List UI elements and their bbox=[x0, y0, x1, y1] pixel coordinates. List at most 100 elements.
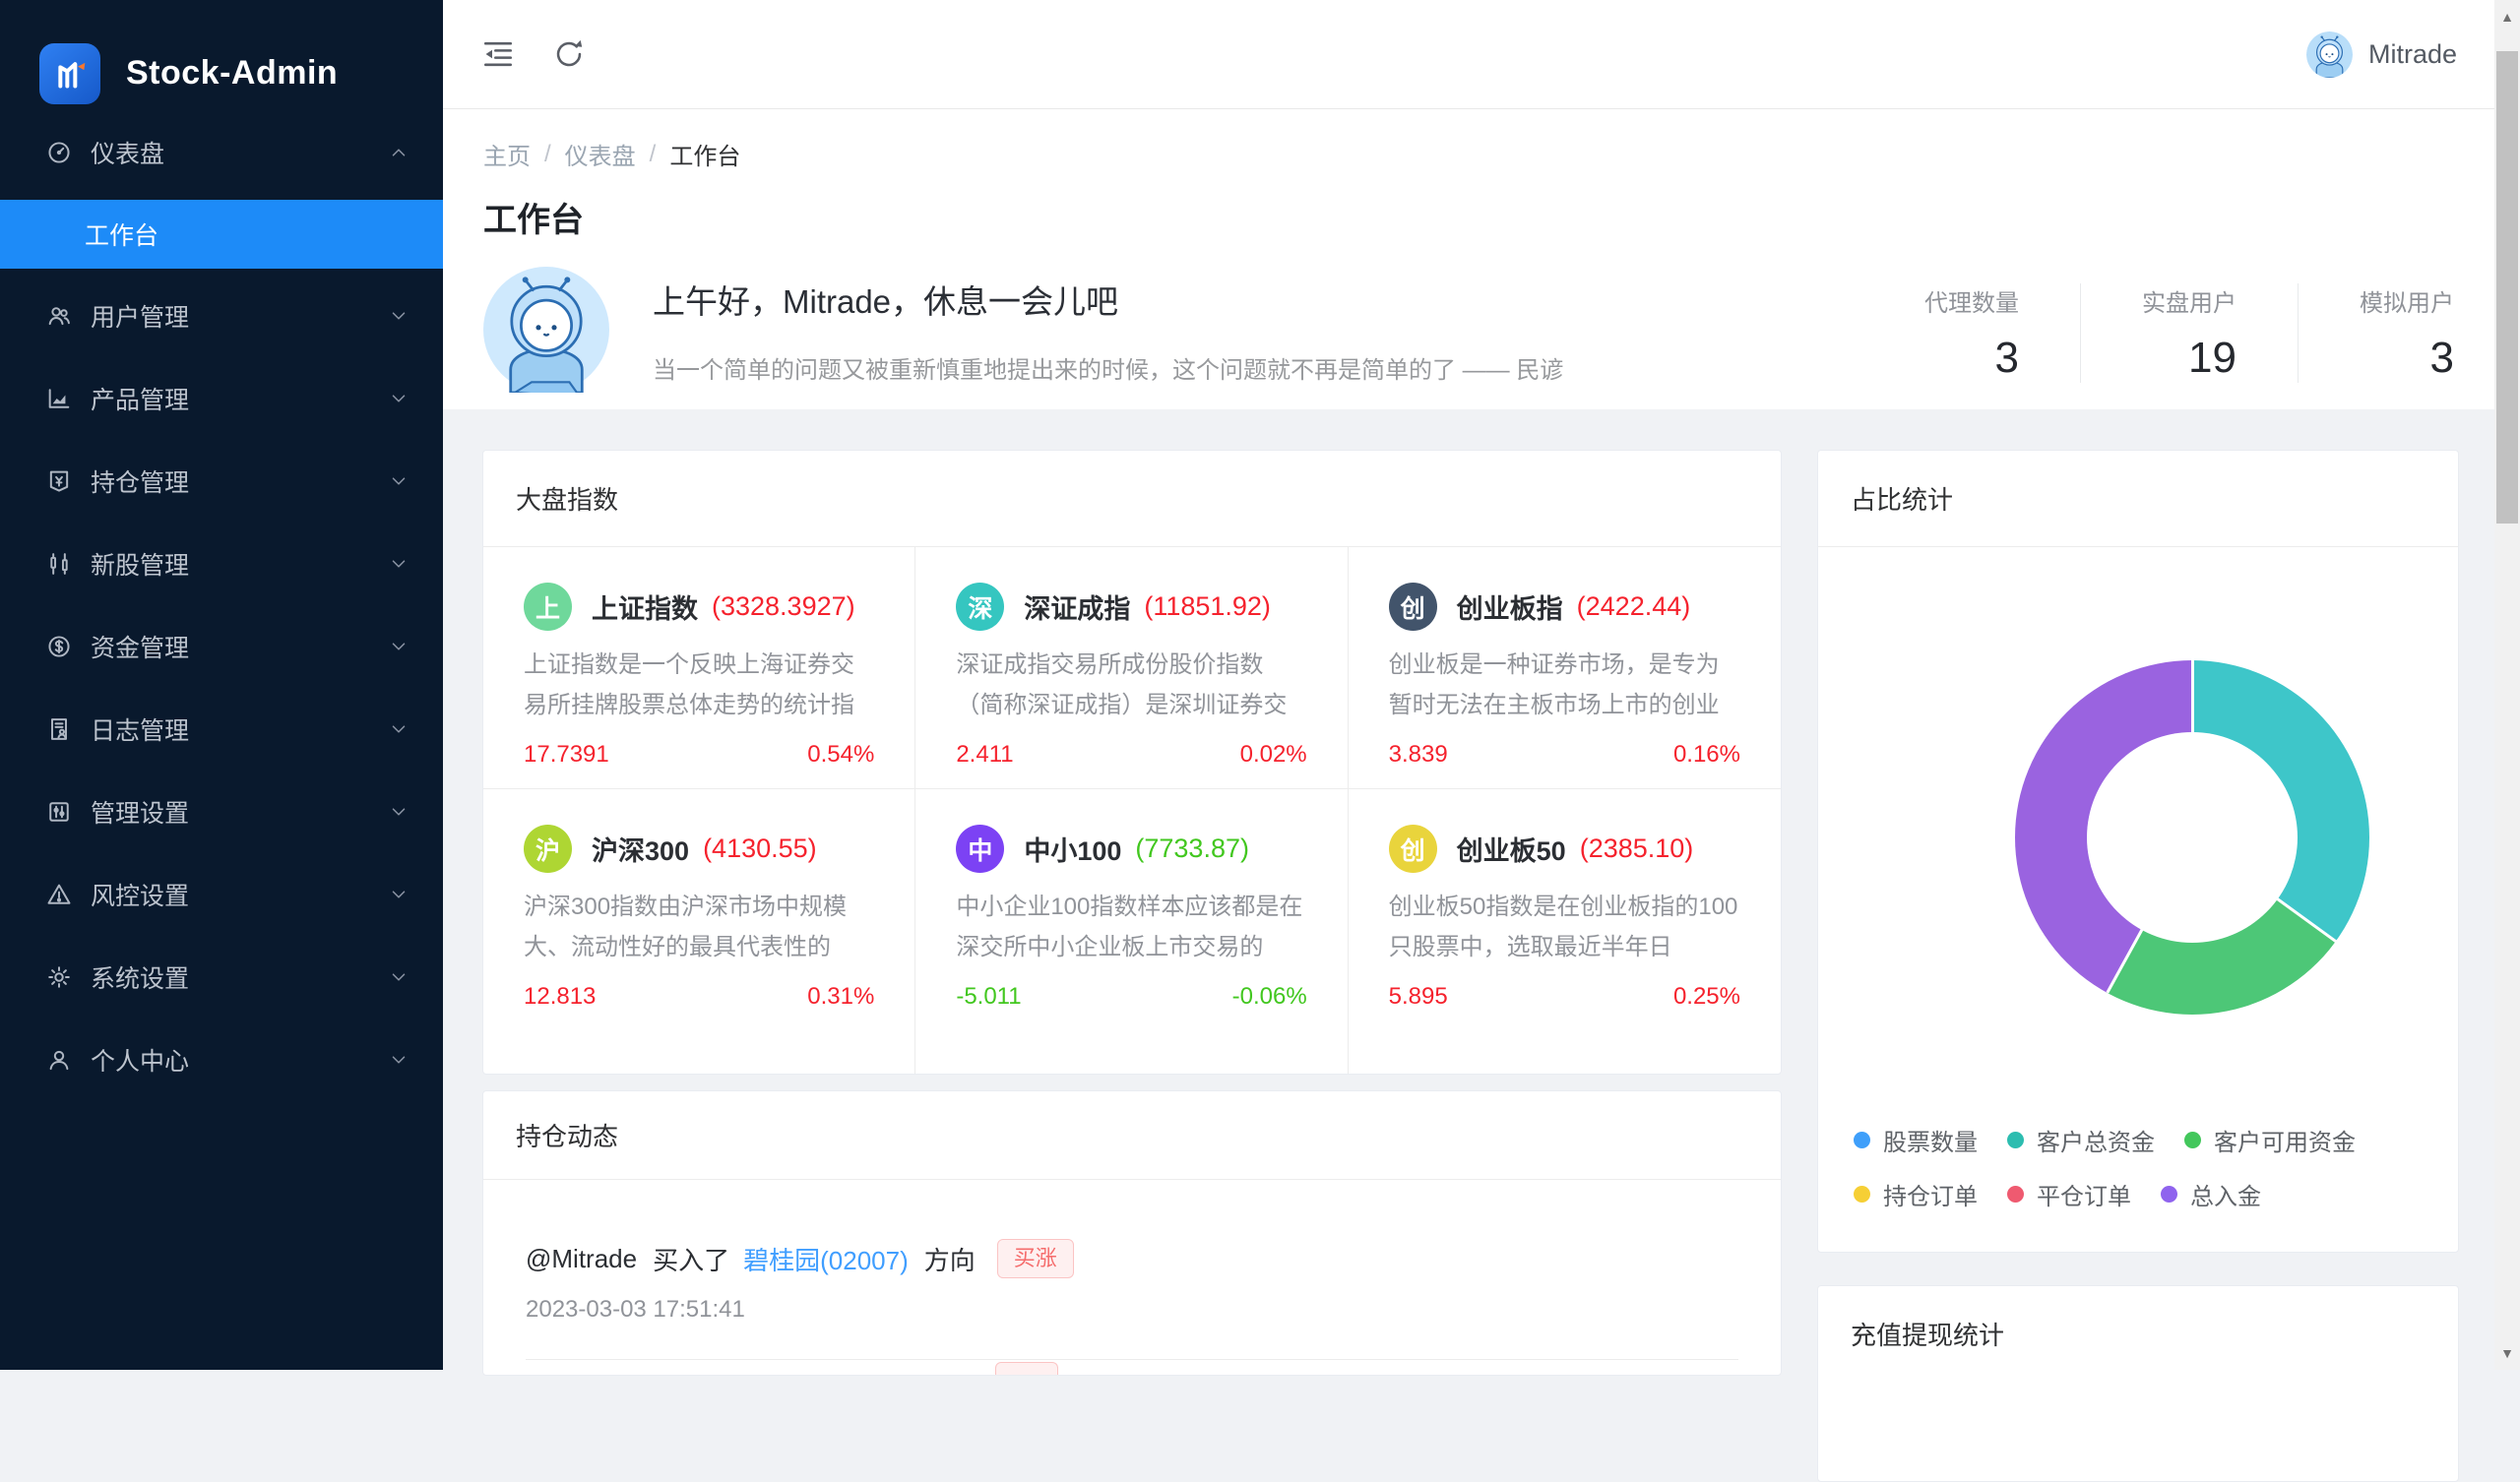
content-area: 大盘指数 上 上证指数 (3328.3927) 上证指数是一个反映上海证券交易所… bbox=[443, 409, 2494, 1482]
index-change: -5.011 bbox=[956, 983, 1021, 1011]
users-icon bbox=[45, 302, 73, 330]
legend-label: 客户总资金 bbox=[2037, 1123, 2155, 1157]
stat-value: 19 bbox=[2142, 334, 2236, 383]
stat-label: 代理数量 bbox=[1924, 283, 2019, 318]
donut-ring[interactable] bbox=[2015, 660, 2369, 1015]
sidebar-item-label: 个人中心 bbox=[91, 1042, 189, 1078]
chevron-down-icon bbox=[388, 636, 410, 657]
sidebar-item-risk-settings[interactable]: 风控设置 bbox=[0, 853, 443, 936]
user-menu[interactable]: Mitrade bbox=[2306, 31, 2457, 78]
legend-item-total-deposit[interactable]: 总入金 bbox=[2161, 1177, 2261, 1211]
chevron-down-icon bbox=[388, 718, 410, 740]
legend-item-available-funds[interactable]: 客户可用资金 bbox=[2184, 1123, 2356, 1157]
sidebar-submenu-dashboard: 工作台 bbox=[0, 200, 443, 269]
market-index-card: 大盘指数 上 上证指数 (3328.3927) 上证指数是一个反映上海证券交易所… bbox=[482, 450, 1782, 1075]
ratio-stats-card: 占比统计 股票数量 客户总资金 客户可用资金 bbox=[1817, 450, 2459, 1253]
greeting-subtitle: 当一个简单的问题又被重新慎重地提出来的时候，这个问题就不再是简单的了 —— 民谚 bbox=[653, 350, 1563, 385]
index-description: 创业板50指数是在创业板指的100只股票中，选取最近半年日 bbox=[1389, 887, 1740, 967]
sidebar-item-user-management[interactable]: 用户管理 bbox=[0, 275, 443, 357]
index-change: 5.895 bbox=[1389, 983, 1448, 1011]
scrollbar-down-arrow[interactable]: ▼ bbox=[2494, 1340, 2520, 1366]
sidebar-item-label: 用户管理 bbox=[91, 298, 189, 334]
sidebar-item-label: 管理设置 bbox=[91, 794, 189, 830]
index-value: (2385.10) bbox=[1580, 834, 1694, 864]
chevron-down-icon bbox=[388, 966, 410, 988]
feed-user: @Mitrade bbox=[526, 1244, 637, 1274]
stat-demo-users: 模拟用户 3 bbox=[2298, 283, 2454, 383]
position-yen-icon bbox=[45, 467, 73, 495]
sidebar-item-log-management[interactable]: 日志管理 bbox=[0, 688, 443, 771]
scrollbar-up-arrow[interactable]: ▲ bbox=[2494, 4, 2520, 30]
sidebar-item-system-settings[interactable]: 系统设置 bbox=[0, 936, 443, 1019]
chevron-down-icon bbox=[388, 1049, 410, 1071]
dashboard-icon bbox=[45, 139, 73, 166]
scrollbar-thumb[interactable] bbox=[2496, 51, 2518, 524]
donut-segment-separator bbox=[2106, 836, 2193, 993]
donut-chart bbox=[2015, 660, 2369, 1015]
app-logo[interactable]: Stock-Admin bbox=[0, 0, 443, 111]
stat-agents: 代理数量 3 bbox=[1863, 283, 2080, 383]
chart-legend: 股票数量 客户总资金 客户可用资金 持仓订单 bbox=[1854, 1123, 2444, 1211]
dollar-circle-icon bbox=[45, 633, 73, 660]
refresh-icon[interactable] bbox=[551, 36, 587, 72]
sidebar-subitem-label: 工作台 bbox=[85, 216, 158, 252]
index-name: 沪深300 bbox=[592, 830, 689, 868]
stat-label: 模拟用户 bbox=[2360, 283, 2454, 318]
stat-value: 3 bbox=[1924, 334, 2019, 383]
sidebar-item-new-stock-management[interactable]: 新股管理 bbox=[0, 523, 443, 605]
index-description: 沪深300指数由沪深市场中规模大、流动性好的最具代表性的 bbox=[524, 887, 874, 967]
sidebar-item-position-management[interactable]: 持仓管理 bbox=[0, 440, 443, 523]
breadcrumb-dashboard[interactable]: 仪表盘 bbox=[565, 137, 636, 171]
index-badge: 中 bbox=[956, 825, 1004, 873]
main-area: Mitrade 主页 / 仪表盘 / 工作台 工作台 bbox=[443, 0, 2494, 1370]
chevron-down-icon bbox=[388, 305, 410, 327]
index-description: 上证指数是一个反映上海证券交易所挂牌股票总体走势的统计指 bbox=[524, 645, 874, 725]
breadcrumb-separator: / bbox=[650, 141, 657, 168]
legend-item-open-orders[interactable]: 持仓订单 bbox=[1854, 1177, 1978, 1211]
index-value: (3328.3927) bbox=[712, 591, 855, 622]
legend-item-stock-count[interactable]: 股票数量 bbox=[1854, 1123, 1978, 1157]
index-description: 创业板是一种证券市场，是专为暂时无法在主板市场上市的创业 bbox=[1389, 645, 1740, 725]
legend-label: 客户可用资金 bbox=[2214, 1123, 2356, 1157]
index-value: (11851.92) bbox=[1144, 591, 1271, 622]
warning-triangle-icon bbox=[45, 881, 73, 908]
feed-action: 买入了 bbox=[653, 1241, 729, 1277]
position-feed-title: 持仓动态 bbox=[483, 1091, 1781, 1180]
legend-label: 平仓订单 bbox=[2037, 1177, 2131, 1211]
index-tile-chinext: 创 创业板指 (2422.44) 创业板是一种证券市场，是专为暂时无法在主板市场… bbox=[1349, 547, 1781, 789]
sidebar-item-workbench[interactable]: 工作台 bbox=[0, 200, 443, 269]
header-stats: 代理数量 3 实盘用户 19 模拟用户 3 bbox=[1863, 278, 2454, 383]
feed-divider bbox=[526, 1359, 1738, 1360]
index-tile-hs300: 沪 沪深300 (4130.55) 沪深300指数由沪深市场中规模大、流动性好的… bbox=[483, 789, 915, 1074]
index-change-pct: 0.25% bbox=[1673, 983, 1740, 1011]
gear-icon bbox=[45, 963, 73, 991]
sidebar-item-product-management[interactable]: 产品管理 bbox=[0, 357, 443, 440]
sidebar-item-profile-center[interactable]: 个人中心 bbox=[0, 1019, 443, 1101]
feed-timestamp: 2023-03-03 17:51:41 bbox=[526, 1296, 1738, 1324]
greeting-avatar bbox=[483, 267, 609, 393]
sidebar-item-admin-settings[interactable]: 管理设置 bbox=[0, 771, 443, 853]
page-scrollbar[interactable]: ▲ ▼ bbox=[2494, 0, 2520, 1370]
sidebar-item-dashboard[interactable]: 仪表盘 bbox=[0, 111, 443, 194]
legend-item-closed-orders[interactable]: 平仓订单 bbox=[2007, 1177, 2131, 1211]
chevron-down-icon bbox=[388, 884, 410, 905]
breadcrumb-home[interactable]: 主页 bbox=[483, 137, 531, 171]
legend-item-total-funds[interactable]: 客户总资金 bbox=[2007, 1123, 2155, 1157]
index-value: (7733.87) bbox=[1135, 834, 1249, 864]
index-change-pct: 0.31% bbox=[807, 983, 874, 1011]
feed-item: @Mitrade 买入了 碧桂园(02007) 方向 买涨 bbox=[526, 1239, 1738, 1278]
sidebar-menu: 仪表盘 工作台 用户管理 产品管理 持仓管理 新股管理 bbox=[0, 111, 443, 1101]
breadcrumb-separator: / bbox=[544, 141, 551, 168]
index-change-pct: 0.02% bbox=[1240, 741, 1307, 769]
legend-label: 股票数量 bbox=[1883, 1123, 1978, 1157]
feed-stock-link[interactable]: 碧桂园(02007) bbox=[743, 1241, 909, 1277]
sidebar: Stock-Admin 仪表盘 工作台 用户管理 产品管理 持仓管理 bbox=[0, 0, 443, 1370]
sidebar-item-label: 系统设置 bbox=[91, 959, 189, 995]
index-name: 上证指数 bbox=[592, 587, 698, 626]
sidebar-item-funds-management[interactable]: 资金管理 bbox=[0, 605, 443, 688]
index-description: 深证成指交易所成份股价指数（简称深证成指）是深圳证券交 bbox=[956, 645, 1306, 725]
collapse-sidebar-button[interactable] bbox=[480, 36, 516, 72]
legend-dot bbox=[1854, 1186, 1870, 1203]
app-title: Stock-Admin bbox=[126, 54, 338, 93]
recharge-stats-card: 充值提现统计 bbox=[1817, 1285, 2459, 1482]
